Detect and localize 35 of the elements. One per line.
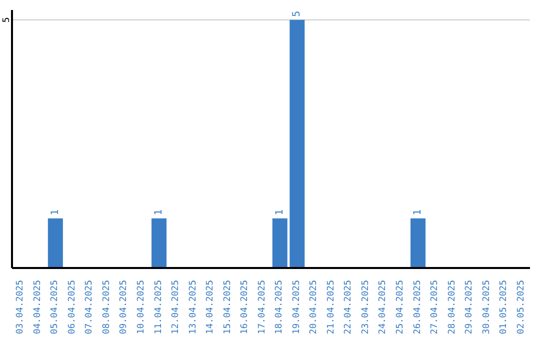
x-tick-label: 13.04.2025 [188, 280, 198, 334]
x-tick-label: 07.04.2025 [84, 280, 95, 334]
x-tick-label: 28.04.2025 [447, 280, 458, 334]
x-tick-label: 10.04.2025 [136, 280, 146, 334]
x-tick-label: 23.04.2025 [360, 280, 371, 334]
x-tick-label: 05.04.2025 [50, 280, 60, 334]
x-tick-label: 24.04.2025 [378, 280, 388, 334]
x-tick-label: 25.04.2025 [396, 280, 406, 334]
data-label: 1 [154, 209, 165, 216]
x-tick-label: 19.04.2025 [292, 280, 302, 334]
x-tick-label: 26.04.2025 [412, 280, 423, 334]
x-tick-label: 03.04.2025 [16, 280, 26, 334]
x-tick-label: 27.04.2025 [430, 280, 440, 334]
data-label: 1 [412, 209, 424, 216]
x-tick-label: 02.05.2025 [516, 280, 526, 334]
x-tick-label: 12.04.2025 [171, 280, 182, 334]
x-tick-label: 22.04.2025 [344, 280, 354, 334]
x-tick-label: 14.04.2025 [206, 280, 216, 334]
x-tick-label: 21.04.2025 [326, 280, 336, 334]
x-tick-label: 08.04.2025 [102, 280, 112, 334]
x-tick-label: 20.04.2025 [309, 280, 320, 334]
x-tick-label: 09.04.2025 [119, 280, 130, 334]
x-tick-label: 16.04.2025 [240, 280, 250, 334]
x-tick-label: 17.04.2025 [257, 280, 268, 334]
x-tick-label: 30.04.2025 [482, 280, 492, 334]
x-tick-label: 15.04.2025 [222, 280, 233, 334]
x-tick-label: 06.04.2025 [67, 280, 78, 334]
x-tick-label: 29.04.2025 [464, 280, 475, 334]
data-label: 1 [50, 209, 61, 216]
x-tick-label: 04.04.2025 [32, 280, 43, 334]
x-tick-label: 18.04.2025 [274, 280, 285, 334]
data-label: 5 [292, 10, 303, 17]
x-tick-label: 01.05.2025 [499, 280, 510, 334]
x-tick-label: 11.04.2025 [154, 280, 164, 334]
data-label: 1 [274, 209, 286, 216]
